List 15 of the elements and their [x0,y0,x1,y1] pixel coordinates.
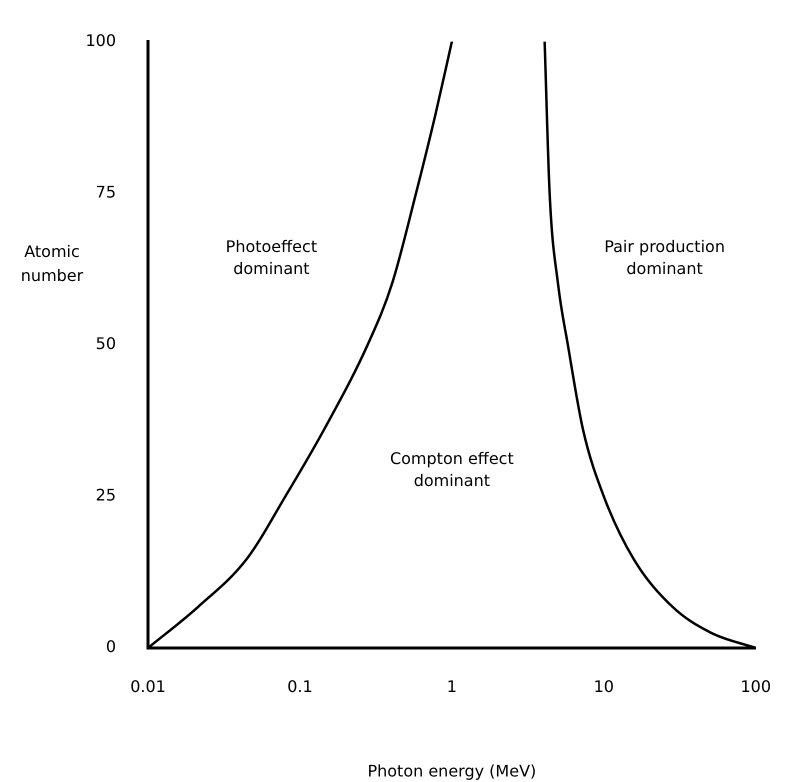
y-tick-label: 25 [96,486,116,505]
y-tick-label: 0 [106,637,116,656]
y-tick-label: 75 [96,182,116,202]
x-tick-label: 1 [446,676,457,696]
x-tick-label: 10 [594,676,614,696]
x-tick-label: 100 [740,676,772,696]
x-tick-label: 0.01 [130,676,166,696]
x-axis-title: Photon energy (MeV) [367,762,536,781]
annotation: Compton effect dominant [390,449,514,490]
annotation: Pair production dominant [604,236,725,278]
y-axis-title: Atomic number [20,242,84,285]
x-tick-label: 0.1 [287,676,313,696]
y-tick-label: 100 [85,30,116,50]
y-tick-label: 50 [96,334,116,353]
annotation: Photoeffect dominant [226,236,318,278]
